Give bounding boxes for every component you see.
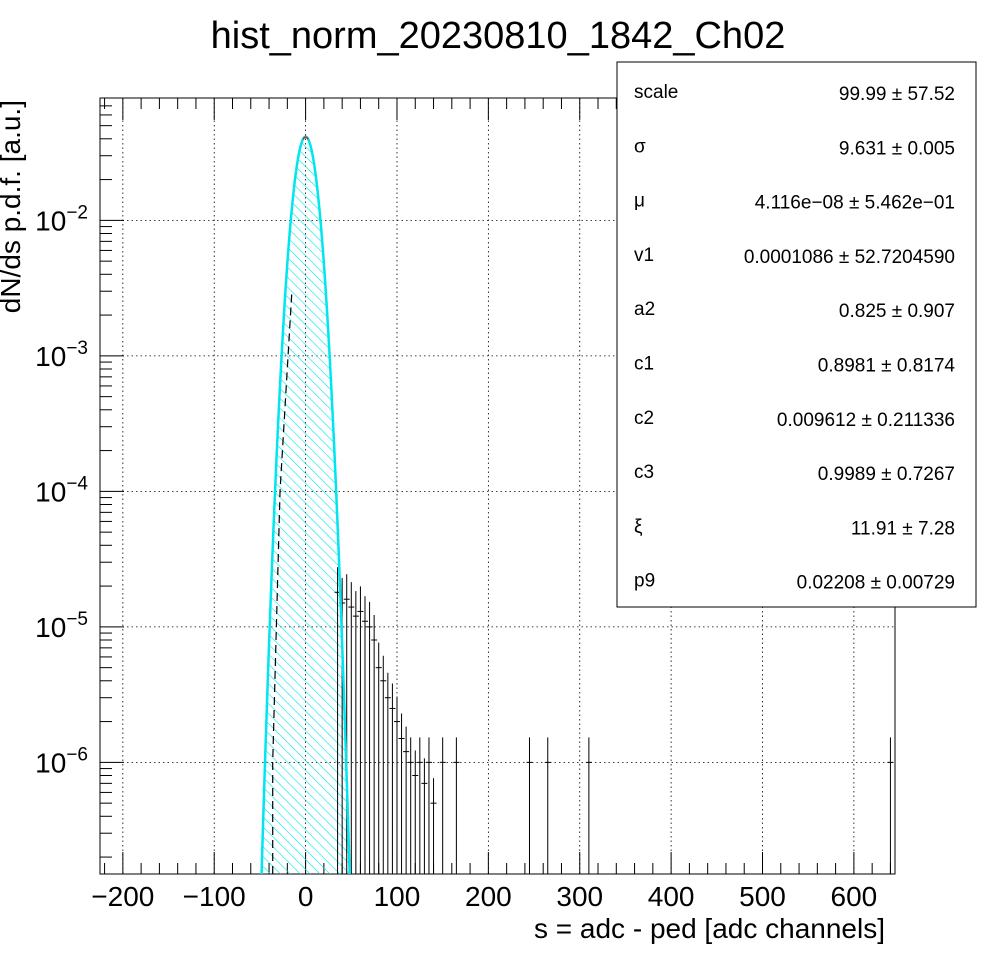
stats-value: 0.009612 ± 0.211336: [777, 410, 955, 431]
stats-box-frame: [616, 61, 977, 608]
gaussian-fill: [259, 136, 352, 874]
fit-stats-box: scale 99.99 ± 57.52 σ 9.631 ± 0.005 μ 4.116e−…: [616, 61, 977, 608]
y-tick-label: 10−6: [35, 744, 88, 778]
x-tick-label: 100: [374, 881, 421, 912]
chart-title: hist_norm_20230810_1842_Ch02: [211, 15, 786, 57]
y-tick-label: 10−4: [35, 473, 88, 507]
fit-curve-layer: [260, 135, 351, 874]
stats-label: c3: [634, 462, 654, 483]
stats-label: μ: [634, 191, 645, 212]
stats-value: 11.91 ± 7.28: [851, 518, 955, 539]
histogram-tail: [272, 291, 894, 874]
stats-label: scale: [634, 82, 678, 103]
x-tick-label: 400: [648, 881, 695, 912]
stats-label: p9: [634, 571, 655, 592]
stats-value: 0.02208 ± 0.00729: [797, 573, 955, 594]
gaussian-fill-area: [259, 136, 352, 874]
x-tick-label: −100: [183, 881, 246, 912]
y-axis-label: dN/ds p.d.f. [a.u.]: [0, 100, 26, 313]
stats-value: 0.8981 ± 0.8174: [818, 356, 956, 377]
stats-value: 0.9989 ± 0.7267: [818, 464, 955, 485]
stats-value: 9.631 ± 0.005: [839, 138, 955, 159]
stats-label: c2: [634, 408, 654, 429]
tick-labels: −200 −100 0 100 200 300 400 500 600 10−2 10−3 10−4 1…: [35, 202, 877, 912]
stats-value: 0.825 ± 0.907: [839, 301, 955, 322]
x-tick-label: −200: [91, 881, 154, 912]
y-tick-label: 10−5: [35, 609, 88, 643]
stats-label: ξ: [634, 516, 643, 537]
stats-label: σ: [634, 136, 646, 157]
stats-label: a2: [634, 299, 655, 320]
fit-peak-curve: [302, 136, 309, 140]
stats-label: c1: [634, 354, 654, 375]
stats-value: 0.0001086 ± 52.7204590: [744, 247, 955, 268]
histogram-left-edge: [272, 291, 293, 874]
stats-value: 4.116e−08 ± 5.462e−01: [755, 193, 955, 214]
x-tick-label: 500: [739, 881, 786, 912]
y-tick-label: 10−3: [35, 338, 88, 372]
y-tick-label: 10−2: [35, 202, 88, 236]
x-tick-label: 300: [556, 881, 603, 912]
x-axis-label: s = adc - ped [adc channels]: [534, 913, 885, 944]
x-tick-label: 600: [831, 881, 878, 912]
stats-label: v1: [634, 245, 654, 266]
stats-value: 99.99 ± 57.52: [839, 84, 955, 105]
x-tick-label: 0: [298, 881, 314, 912]
x-tick-label: 200: [465, 881, 512, 912]
